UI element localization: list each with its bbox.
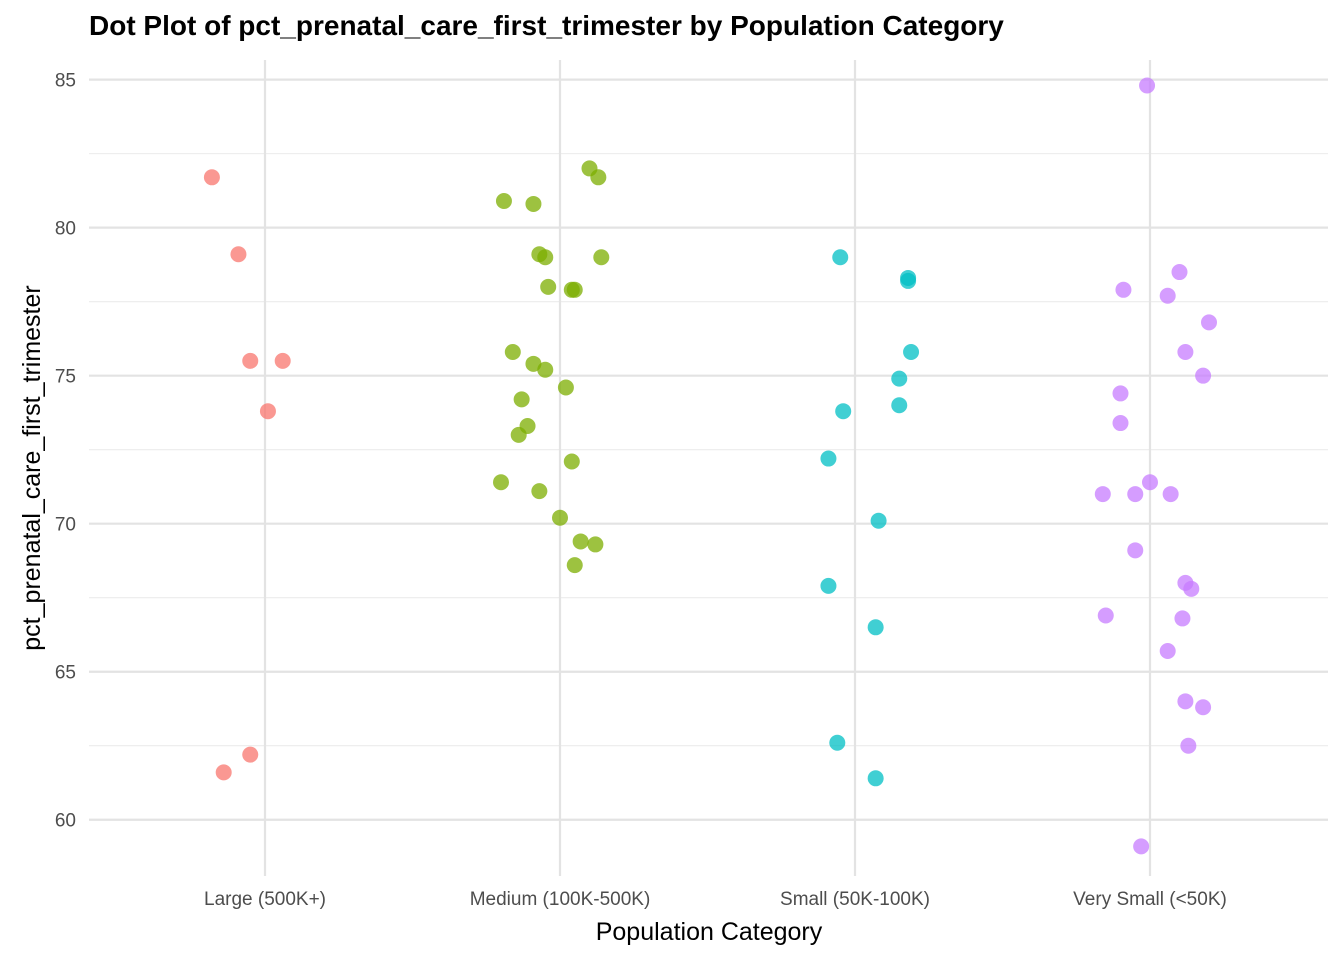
- data-point: [593, 249, 610, 266]
- data-point: [259, 403, 276, 420]
- data-point: [1133, 838, 1150, 855]
- data-point: [900, 272, 917, 289]
- chart-title: Dot Plot of pct_prenatal_care_first_trim…: [89, 10, 1004, 41]
- data-point: [1177, 693, 1194, 710]
- y-tick-label: 75: [55, 367, 76, 388]
- data-point: [1094, 486, 1111, 503]
- data-point: [1195, 699, 1212, 716]
- data-point: [540, 278, 557, 295]
- data-point: [1171, 264, 1188, 281]
- data-point: [1177, 343, 1194, 360]
- y-tick-label: 85: [55, 71, 76, 92]
- data-point: [820, 450, 837, 467]
- data-point: [1112, 385, 1129, 402]
- data-point: [1159, 642, 1176, 659]
- data-point: [274, 352, 291, 369]
- data-point: [820, 577, 837, 594]
- y-axis-tick-labels: 60 65 70 75 80 85: [55, 71, 76, 832]
- data-point: [1159, 287, 1176, 304]
- data-point: [242, 746, 259, 763]
- data-point: [566, 557, 583, 574]
- data-point: [891, 370, 908, 387]
- data-point: [557, 379, 574, 396]
- data-point: [1201, 314, 1217, 331]
- data-point: [203, 169, 220, 186]
- x-tick-label: Very Small (<50K): [1073, 889, 1227, 910]
- data-point: [531, 483, 548, 500]
- data-point: [495, 192, 512, 209]
- data-point: [590, 169, 607, 186]
- data-point: [870, 512, 887, 529]
- data-point: [1174, 610, 1191, 627]
- data-point: [537, 249, 554, 266]
- x-tick-label: Small (50K-100K): [780, 889, 930, 910]
- data-point: [1142, 474, 1158, 491]
- data-point: [1183, 580, 1200, 597]
- data-point: [552, 509, 568, 526]
- data-point: [566, 281, 583, 298]
- data-point: [903, 343, 920, 360]
- x-tick-label: Large (500K+): [204, 889, 326, 910]
- minor-gridlines: [89, 153, 1328, 747]
- x-tick-label: Medium (100K-500K): [470, 889, 651, 910]
- data-point: [1180, 737, 1197, 754]
- data-point: [891, 397, 908, 414]
- data-point: [510, 426, 527, 443]
- data-point: [563, 453, 580, 470]
- data-point: [230, 246, 247, 263]
- data-point: [537, 361, 554, 378]
- data-point: [1112, 415, 1129, 432]
- data-point: [867, 619, 884, 636]
- y-tick-label: 60: [55, 811, 76, 832]
- y-tick-label: 65: [55, 663, 76, 684]
- data-point: [1115, 281, 1132, 298]
- x-axis-title: Population Category: [596, 918, 823, 946]
- data-point: [1097, 607, 1114, 624]
- data-point: [513, 391, 530, 408]
- x-axis-tick-labels: Large (500K+) Medium (100K-500K) Small (50…: [204, 889, 1227, 910]
- data-point: [829, 734, 846, 751]
- data-point: [242, 352, 259, 369]
- data-point: [1127, 542, 1144, 559]
- major-gridlines: [89, 60, 1328, 876]
- data-point: [832, 249, 849, 266]
- y-axis-title: pct_prenatal_care_first_trimester: [18, 285, 46, 650]
- data-point: [525, 195, 542, 212]
- data-point: [1162, 486, 1179, 503]
- data-point: [215, 764, 232, 781]
- data-point: [493, 474, 509, 491]
- data-point: [572, 533, 589, 550]
- data-points: [203, 77, 1217, 855]
- data-point: [1127, 486, 1144, 503]
- data-point: [835, 403, 852, 420]
- data-point: [867, 770, 884, 787]
- data-point: [1139, 77, 1156, 94]
- y-tick-label: 80: [55, 219, 76, 240]
- data-point: [1195, 367, 1212, 384]
- y-tick-label: 70: [55, 515, 76, 536]
- data-point: [587, 536, 604, 553]
- data-point: [504, 343, 521, 360]
- data-point: [525, 355, 542, 372]
